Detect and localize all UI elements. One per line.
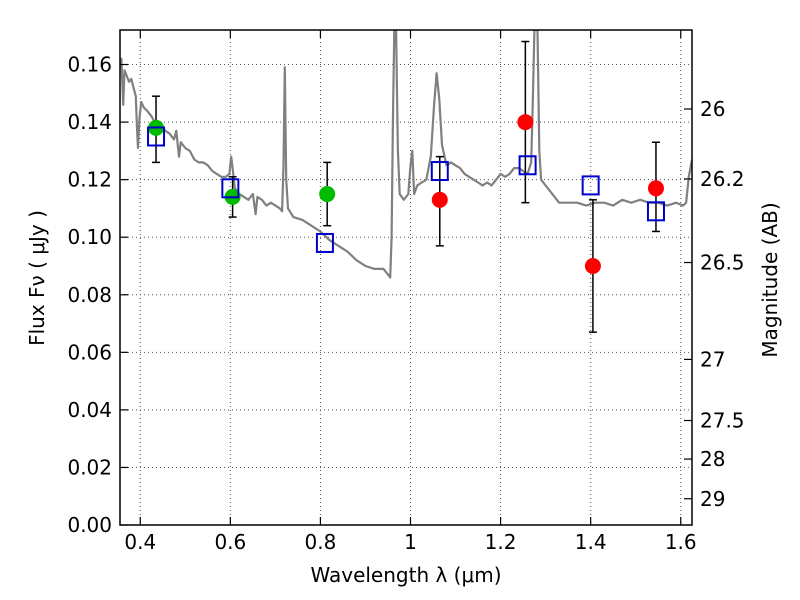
data-markers: [147, 40, 665, 333]
right-tick-label: 29: [700, 487, 725, 511]
data-point-model-photometry: [430, 161, 449, 182]
y-tick-label: 0.12: [67, 168, 112, 192]
y-tick-label: 0.04: [67, 398, 112, 422]
right-tick-label: 26.2: [700, 167, 745, 191]
x-tick-label: 1.6: [665, 530, 697, 554]
y-tick-label: 0.16: [67, 53, 112, 77]
y-tick-label: 0.10: [67, 225, 112, 249]
data-point-model-photometry: [646, 201, 665, 222]
x-tick-label: 0.8: [305, 530, 337, 554]
plot-area: [120, 30, 692, 279]
right-tick-label: 27: [700, 347, 725, 371]
plot-frame: [119, 29, 693, 526]
data-point-model-photometry: [147, 126, 166, 147]
y-axis-label: Flux Fν ( μJy ): [25, 210, 49, 346]
x-axis-label: Wavelength λ (μm): [310, 563, 501, 587]
right-axis-label: Magnitude (AB): [758, 202, 782, 357]
y-tick-label: 0.08: [67, 283, 112, 307]
data-point-model-photometry: [518, 155, 537, 176]
model-spectrum-line: [120, 30, 692, 279]
x-tick-label: 1: [404, 530, 417, 554]
right-tick-label: 26.5: [700, 251, 745, 275]
data-point-red-detections: [431, 191, 448, 208]
right-tick-label: 28: [700, 447, 725, 471]
data-point-model-photometry: [581, 175, 600, 196]
data-point-red-detections: [647, 180, 664, 197]
y-tick-label: 0.02: [67, 455, 112, 479]
right-tick-label: 26: [700, 97, 725, 121]
x-tick-label: 0.4: [124, 530, 156, 554]
x-tick-label: 0.6: [214, 530, 246, 554]
y-tick-label: 0.14: [67, 110, 112, 134]
data-point-model-photometry: [221, 178, 240, 199]
axes: 0.4 0.6 0.8 1 1.2 1.4 1.6 0.00 0.02 0.04 0.06 0.08 0…: [67, 29, 745, 554]
y-tick-label: 0.00: [67, 513, 112, 537]
data-point-red-detections: [517, 114, 534, 131]
right-axis-label-text: Magnitude (AB): [758, 202, 782, 357]
x-tick-label: 1.4: [575, 530, 607, 554]
data-point-red-detections: [584, 257, 601, 274]
right-tick-label: 27.5: [700, 409, 745, 433]
y-tick-label: 0.06: [67, 340, 112, 364]
x-tick-label: 1.2: [485, 530, 517, 554]
y-axis-label-text: Flux Fν ( μJy ): [25, 210, 49, 346]
data-point-model-photometry: [315, 232, 334, 253]
data-point-green-detections: [319, 186, 336, 203]
